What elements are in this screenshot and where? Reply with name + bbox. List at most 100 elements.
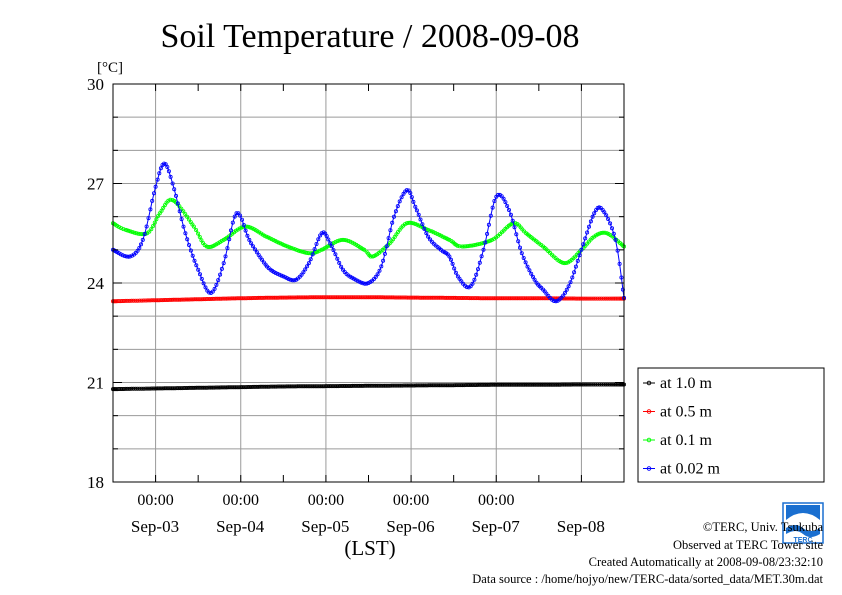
data-point [161,205,166,210]
data-point [339,264,344,269]
data-point [186,217,191,222]
data-point [315,249,320,254]
data-point [203,285,208,290]
data-point [499,194,504,199]
data-point [398,383,403,388]
data-point [139,298,144,303]
data-point [244,224,249,229]
data-point [197,272,202,277]
data-point [473,242,478,247]
data-point [126,228,131,233]
data-point [145,386,150,391]
data-point [416,223,421,228]
data-point [164,297,169,302]
data-point [375,272,380,277]
data-point [595,382,600,387]
data-point [459,279,464,284]
data-point [424,231,429,236]
data-point [591,296,596,301]
data-point [599,296,604,301]
data-point [573,264,578,269]
data-point [608,221,613,226]
data-point [158,386,163,391]
data-point [373,274,378,279]
data-point [604,213,609,218]
data-point [590,214,595,219]
data-point [183,211,188,216]
data-point [413,204,418,209]
data-point [259,384,264,389]
data-point [148,207,153,212]
data-point [267,295,272,300]
data-point [521,255,526,260]
data-point [562,261,567,266]
data-point [245,233,250,238]
data-point [296,248,301,253]
data-point [275,271,280,276]
data-point [409,195,414,200]
data-point [316,237,321,242]
data-point [516,239,521,244]
data-point [185,214,190,219]
data-point [213,385,218,390]
data-point [308,257,313,262]
data-point [168,197,173,202]
data-point [579,296,584,301]
data-point [122,253,127,258]
y-tick-label: 27 [87,175,105,194]
data-point [602,230,607,235]
data-point [333,239,338,244]
legend-label: at 1.0 m [660,375,713,392]
data-point [377,268,382,273]
data-point [585,382,590,387]
data-point [426,234,431,239]
data-point [512,225,517,230]
data-point [597,231,602,236]
data-point [303,267,308,272]
data-point [212,286,217,291]
data-point [476,296,481,301]
data-point [581,242,586,247]
data-point [581,296,586,301]
legend-label: at 0.1 m [660,432,713,449]
data-point [171,386,176,391]
data-point [404,188,409,193]
data-point [254,250,259,255]
data-point [602,210,607,215]
data-point [147,386,152,391]
data-point [173,193,178,198]
data-point [379,264,384,269]
data-point [348,239,353,244]
data-point [475,267,480,272]
data-point [179,217,184,222]
data-point [439,295,444,300]
data-point [283,384,288,389]
data-point [158,298,163,303]
data-point [503,200,508,205]
data-point [239,217,244,222]
data-point [178,297,183,302]
data-point [382,251,387,256]
data-point [170,181,175,186]
data-point [589,296,594,301]
data-point [613,237,618,242]
data-point [134,231,139,236]
data-point [196,267,201,272]
data-point [283,243,288,248]
legend-swatch-marker [646,380,652,386]
data-point [324,234,329,239]
data-point [479,241,484,246]
data-point [485,231,490,236]
y-tick-labels: 18 21 24 27 30 [87,75,105,492]
data-point [199,276,204,281]
data-point [615,248,620,253]
data-point [362,247,367,252]
data-point [151,223,156,228]
data-point [563,290,568,295]
data-point [219,266,224,271]
data-point [127,298,132,303]
data-point [359,280,364,285]
data-point [221,261,226,266]
data-point [339,237,344,242]
